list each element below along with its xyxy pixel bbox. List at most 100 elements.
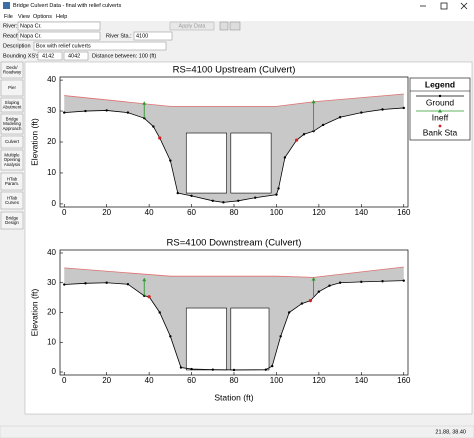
ground-point: [222, 201, 225, 204]
culvert-box: [230, 307, 270, 371]
x-tick-label: 160: [397, 208, 411, 217]
x-tick-label: 40: [145, 376, 154, 385]
icon-button[interactable]: [229, 21, 241, 31]
ground-point: [381, 280, 384, 283]
bank-sta: [158, 136, 162, 140]
toolbar-button[interactable]: [0, 61, 24, 79]
apply-label: Apply Data: [179, 23, 207, 29]
ineff-marker: [142, 101, 147, 105]
river-select[interactable]: [17, 21, 101, 31]
ground-point: [152, 125, 155, 128]
x-tick-label: 0: [62, 208, 67, 217]
reach-label: Reach:: [3, 33, 21, 39]
ground-point: [381, 108, 384, 111]
river-label: River:: [3, 23, 18, 29]
chart-title: RS=4100 Downstream (Culvert): [167, 238, 302, 249]
ground-point: [190, 194, 193, 198]
culvert-box: [230, 132, 272, 194]
y-tick-label: 0: [52, 367, 57, 376]
ground-point: [338, 116, 342, 119]
ground-point: [63, 111, 66, 114]
x-tick-label: 60: [187, 208, 196, 217]
menu-file[interactable]: File: [4, 14, 13, 20]
toolbar-button[interactable]: [0, 135, 24, 149]
ground-point: [105, 109, 108, 112]
x-tick-label: 140: [355, 376, 369, 385]
river-sta-label: River Sta.:: [106, 33, 132, 39]
x-tick-label: 40: [145, 208, 154, 217]
x-tick-label: 140: [355, 208, 369, 217]
ground-point: [338, 281, 342, 284]
ground-point: [179, 366, 183, 369]
ground-point: [283, 156, 287, 159]
ground-point: [321, 123, 325, 127]
bank-sta: [147, 295, 151, 299]
icon-button[interactable]: [219, 21, 229, 31]
y-tick-label: 20: [47, 308, 56, 317]
y-tick-label: 10: [47, 168, 56, 177]
chart-title: RS=4100 Upstream (Culvert): [173, 65, 296, 76]
reach-select[interactable]: [17, 31, 101, 41]
x-tick-label: 100: [270, 376, 284, 385]
menu-bar: [0, 11, 474, 21]
toolbar-button[interactable]: [0, 97, 24, 113]
bounding-ds: 4042: [68, 53, 80, 59]
ground-point: [317, 290, 321, 293]
x-tick-label: 20: [102, 208, 111, 217]
apply-button[interactable]: [169, 21, 215, 31]
status-bar: [0, 425, 474, 438]
legend-ineff-marker: [438, 109, 442, 113]
ground-point: [279, 335, 282, 338]
ground-point: [360, 111, 363, 114]
toolbar-button[interactable]: [0, 211, 24, 230]
river-value: Napa Cr.: [20, 23, 42, 29]
distance-label: Distance between: 100 (ft): [92, 53, 156, 59]
ineff-marker: [311, 99, 316, 104]
legend-ground-dot: [438, 94, 442, 98]
x-tick-label: 120: [312, 208, 326, 217]
toolbar-button[interactable]: [0, 191, 24, 210]
toolbar-label: Abutment: [3, 105, 23, 110]
ground-point: [232, 368, 236, 372]
legend-label: Ineff: [432, 112, 449, 122]
close[interactable]: [460, 2, 468, 10]
ground-point: [402, 279, 405, 282]
maximize[interactable]: [440, 2, 448, 10]
legend-label: Ground: [426, 97, 455, 107]
bank-sta: [308, 298, 312, 303]
toolbar-label: Design: [5, 220, 19, 225]
menu-options[interactable]: Options: [33, 14, 52, 20]
toolbar-button[interactable]: [0, 79, 24, 97]
ground-point: [211, 199, 214, 203]
ground-point: [211, 368, 214, 371]
ground-point: [190, 367, 193, 371]
toolbar-button[interactable]: [0, 113, 24, 135]
ground-point: [270, 364, 274, 368]
toolbar-label: Roadway: [3, 70, 22, 75]
river-sta-select[interactable]: [133, 31, 173, 41]
ground-point: [63, 283, 66, 286]
x-tick-label: 160: [397, 376, 411, 385]
toolbar-button[interactable]: [0, 172, 24, 191]
y-tick-label: 40: [47, 248, 56, 257]
toolbar-label: Approach: [3, 126, 22, 131]
toolbar-label: Modeling: [3, 121, 21, 126]
ground-point: [254, 196, 257, 199]
bounding-us: 4142: [42, 53, 54, 59]
y-axis-title: Elevation (ft): [29, 288, 39, 336]
ground-point: [300, 302, 304, 305]
ground-point: [126, 111, 130, 114]
ineff-marker: [142, 277, 147, 282]
menu-help[interactable]: Help: [56, 14, 67, 20]
toolbar-button[interactable]: [0, 149, 24, 171]
ground-point: [84, 109, 87, 113]
ground-point: [402, 106, 405, 110]
description-field[interactable]: [33, 41, 167, 51]
legend-label: Bank Sta: [423, 127, 458, 137]
ground-point: [158, 311, 161, 314]
y-tick-label: 30: [47, 278, 56, 287]
toolbar-label: Bridge: [6, 116, 19, 121]
ground-point: [169, 159, 172, 162]
river-sta-value: 4100: [136, 33, 148, 39]
menu-view[interactable]: View: [18, 14, 30, 20]
